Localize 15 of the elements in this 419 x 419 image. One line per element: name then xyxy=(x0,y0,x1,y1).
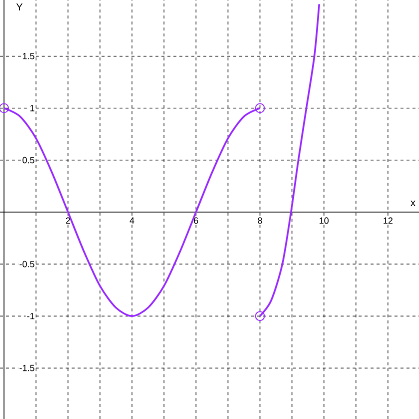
x-tick-label: 6 xyxy=(194,217,198,224)
x-tick-label: 10 xyxy=(320,217,329,224)
line-series xyxy=(259,3,320,317)
y-tick-label: -1 xyxy=(27,312,34,320)
x-tick-label: 2 xyxy=(66,217,70,224)
x-tick-label: 4 xyxy=(130,217,134,224)
y-axis-title: Y xyxy=(16,4,23,10)
y-tick-label: -0.5 xyxy=(20,260,34,268)
x-tick-label: 12 xyxy=(384,217,392,224)
y-tick-label: 1.5 xyxy=(22,53,34,60)
y-tick-label: 0.5 xyxy=(22,156,34,164)
x-axis-title: x xyxy=(410,200,416,206)
y-tick-label: -1.5 xyxy=(20,364,34,372)
y-tick-label: 1 xyxy=(30,105,34,112)
x-tick-label: 8 xyxy=(258,217,262,224)
